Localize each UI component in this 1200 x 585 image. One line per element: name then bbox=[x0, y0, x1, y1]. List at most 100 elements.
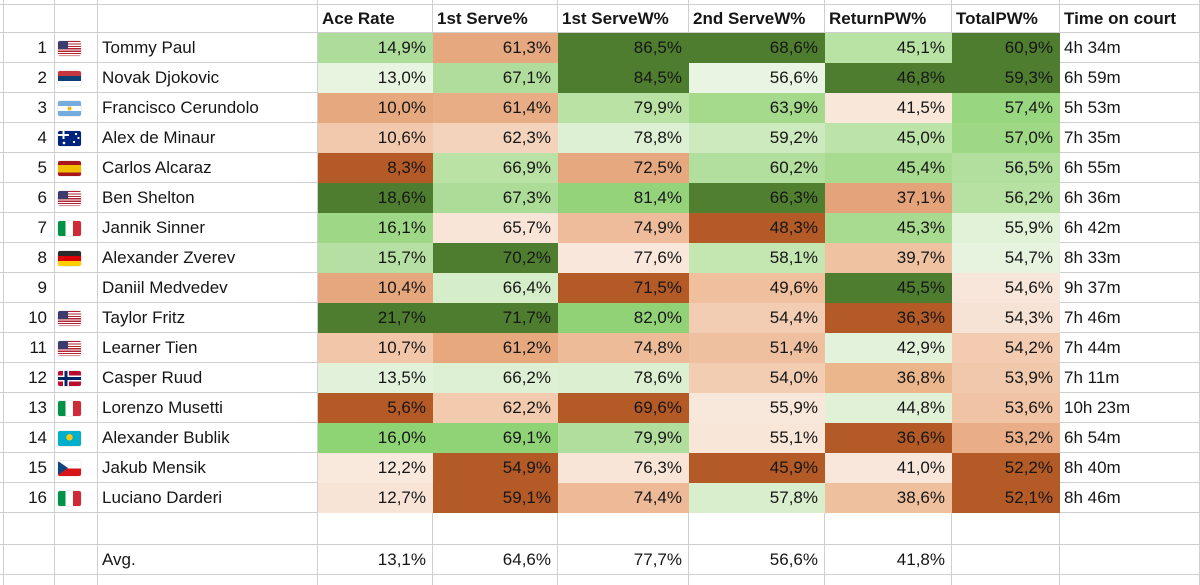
rank-cell[interactable]: 12 bbox=[4, 363, 55, 393]
flag-cell[interactable] bbox=[55, 423, 98, 453]
rank-cell[interactable]: 9 bbox=[4, 273, 55, 303]
player-name-cell[interactable]: Learner Tien bbox=[98, 333, 318, 363]
second-serve-won-cell[interactable]: 68,6% bbox=[689, 33, 825, 63]
time-on-court-cell[interactable]: 6h 59m bbox=[1060, 63, 1200, 93]
ace-rate-cell[interactable]: 10,7% bbox=[318, 333, 433, 363]
rank-cell[interactable]: 4 bbox=[4, 123, 55, 153]
return-pw-cell[interactable]: 41,0% bbox=[825, 453, 952, 483]
flag-cell[interactable] bbox=[55, 483, 98, 513]
player-name-cell[interactable]: Alexander Zverev bbox=[98, 243, 318, 273]
second-serve-won-cell[interactable]: 51,4% bbox=[689, 333, 825, 363]
player-name-cell[interactable]: Novak Djokovic bbox=[98, 63, 318, 93]
flag-cell[interactable] bbox=[55, 243, 98, 273]
time-on-court-cell[interactable]: 6h 42m bbox=[1060, 213, 1200, 243]
ace-rate-cell[interactable]: 15,7% bbox=[318, 243, 433, 273]
rank-cell[interactable]: 15 bbox=[4, 453, 55, 483]
flag-cell[interactable] bbox=[55, 63, 98, 93]
time-on-court-cell[interactable]: 9h 37m bbox=[1060, 273, 1200, 303]
total-pw-cell[interactable]: 59,3% bbox=[952, 63, 1060, 93]
first-serve-pct-cell[interactable]: 65,7% bbox=[433, 213, 558, 243]
time-on-court-cell[interactable]: 10h 23m bbox=[1060, 393, 1200, 423]
ace-rate-cell[interactable]: 5,6% bbox=[318, 393, 433, 423]
total-pw-cell[interactable]: 54,2% bbox=[952, 333, 1060, 363]
time-on-court-cell[interactable]: 7h 35m bbox=[1060, 123, 1200, 153]
time-on-court-cell[interactable]: 6h 55m bbox=[1060, 153, 1200, 183]
second-serve-won-cell[interactable]: 54,4% bbox=[689, 303, 825, 333]
second-serve-won-cell[interactable]: 45,9% bbox=[689, 453, 825, 483]
avg-return-pw-cell[interactable]: 41,8% bbox=[825, 545, 952, 575]
second-serve-won-cell[interactable]: 49,6% bbox=[689, 273, 825, 303]
first-serve-won-cell[interactable]: 81,4% bbox=[558, 183, 689, 213]
first-serve-pct-cell[interactable]: 67,1% bbox=[433, 63, 558, 93]
total-pw-cell[interactable]: 57,4% bbox=[952, 93, 1060, 123]
time-on-court-cell[interactable]: 8h 46m bbox=[1060, 483, 1200, 513]
player-name-cell[interactable]: Jannik Sinner bbox=[98, 213, 318, 243]
total-pw-cell[interactable]: 53,2% bbox=[952, 423, 1060, 453]
first-serve-pct-cell[interactable]: 54,9% bbox=[433, 453, 558, 483]
ace-rate-cell[interactable]: 16,0% bbox=[318, 423, 433, 453]
total-pw-cell[interactable]: 53,6% bbox=[952, 393, 1060, 423]
first-serve-won-cell[interactable]: 74,8% bbox=[558, 333, 689, 363]
total-pw-cell[interactable]: 54,3% bbox=[952, 303, 1060, 333]
first-serve-pct-cell[interactable]: 59,1% bbox=[433, 483, 558, 513]
header-total-pw[interactable]: TotalPW% bbox=[952, 5, 1060, 33]
return-pw-cell[interactable]: 45,5% bbox=[825, 273, 952, 303]
flag-cell[interactable] bbox=[55, 393, 98, 423]
player-name-cell[interactable]: Taylor Fritz bbox=[98, 303, 318, 333]
total-pw-cell[interactable]: 54,6% bbox=[952, 273, 1060, 303]
avg-ace-rate-cell[interactable]: 13,1% bbox=[318, 545, 433, 575]
avg-total-pw-cell[interactable] bbox=[952, 545, 1060, 575]
player-name-cell[interactable]: Alex de Minaur bbox=[98, 123, 318, 153]
second-serve-won-cell[interactable]: 48,3% bbox=[689, 213, 825, 243]
second-serve-won-cell[interactable]: 63,9% bbox=[689, 93, 825, 123]
flag-cell[interactable] bbox=[55, 273, 98, 303]
header-flag-cell[interactable] bbox=[55, 5, 98, 33]
time-on-court-cell[interactable]: 6h 54m bbox=[1060, 423, 1200, 453]
flag-cell[interactable] bbox=[55, 123, 98, 153]
rank-cell[interactable]: 8 bbox=[4, 243, 55, 273]
time-on-court-cell[interactable]: 7h 11m bbox=[1060, 363, 1200, 393]
avg-first-serve-pct-cell[interactable]: 64,6% bbox=[433, 545, 558, 575]
avg-label-cell[interactable]: Avg. bbox=[98, 545, 318, 575]
time-on-court-cell[interactable]: 7h 46m bbox=[1060, 303, 1200, 333]
player-name-cell[interactable]: Tommy Paul bbox=[98, 33, 318, 63]
first-serve-pct-cell[interactable]: 67,3% bbox=[433, 183, 558, 213]
ace-rate-cell[interactable]: 14,9% bbox=[318, 33, 433, 63]
total-pw-cell[interactable]: 52,2% bbox=[952, 453, 1060, 483]
total-pw-cell[interactable]: 57,0% bbox=[952, 123, 1060, 153]
return-pw-cell[interactable]: 37,1% bbox=[825, 183, 952, 213]
first-serve-pct-cell[interactable]: 66,4% bbox=[433, 273, 558, 303]
ace-rate-cell[interactable]: 18,6% bbox=[318, 183, 433, 213]
total-pw-cell[interactable]: 53,9% bbox=[952, 363, 1060, 393]
time-on-court-cell[interactable]: 7h 44m bbox=[1060, 333, 1200, 363]
rank-cell[interactable]: 10 bbox=[4, 303, 55, 333]
return-pw-cell[interactable]: 36,3% bbox=[825, 303, 952, 333]
return-pw-cell[interactable]: 45,4% bbox=[825, 153, 952, 183]
ace-rate-cell[interactable]: 12,7% bbox=[318, 483, 433, 513]
first-serve-won-cell[interactable]: 74,9% bbox=[558, 213, 689, 243]
first-serve-won-cell[interactable]: 78,6% bbox=[558, 363, 689, 393]
total-pw-cell[interactable]: 55,9% bbox=[952, 213, 1060, 243]
ace-rate-cell[interactable]: 13,0% bbox=[318, 63, 433, 93]
second-serve-won-cell[interactable]: 58,1% bbox=[689, 243, 825, 273]
player-name-cell[interactable]: Casper Ruud bbox=[98, 363, 318, 393]
time-on-court-cell[interactable]: 8h 33m bbox=[1060, 243, 1200, 273]
flag-cell[interactable] bbox=[55, 303, 98, 333]
first-serve-pct-cell[interactable]: 71,7% bbox=[433, 303, 558, 333]
first-serve-won-cell[interactable]: 79,9% bbox=[558, 423, 689, 453]
time-on-court-cell[interactable]: 5h 53m bbox=[1060, 93, 1200, 123]
first-serve-pct-cell[interactable]: 66,2% bbox=[433, 363, 558, 393]
time-on-court-cell[interactable]: 6h 36m bbox=[1060, 183, 1200, 213]
flag-cell[interactable] bbox=[55, 93, 98, 123]
total-pw-cell[interactable]: 52,1% bbox=[952, 483, 1060, 513]
player-name-cell[interactable]: Carlos Alcaraz bbox=[98, 153, 318, 183]
player-name-cell[interactable]: Jakub Mensik bbox=[98, 453, 318, 483]
ace-rate-cell[interactable]: 10,0% bbox=[318, 93, 433, 123]
first-serve-won-cell[interactable]: 84,5% bbox=[558, 63, 689, 93]
first-serve-won-cell[interactable]: 78,8% bbox=[558, 123, 689, 153]
rank-cell[interactable]: 1 bbox=[4, 33, 55, 63]
first-serve-won-cell[interactable]: 77,6% bbox=[558, 243, 689, 273]
return-pw-cell[interactable]: 36,6% bbox=[825, 423, 952, 453]
first-serve-pct-cell[interactable]: 61,3% bbox=[433, 33, 558, 63]
ace-rate-cell[interactable]: 16,1% bbox=[318, 213, 433, 243]
